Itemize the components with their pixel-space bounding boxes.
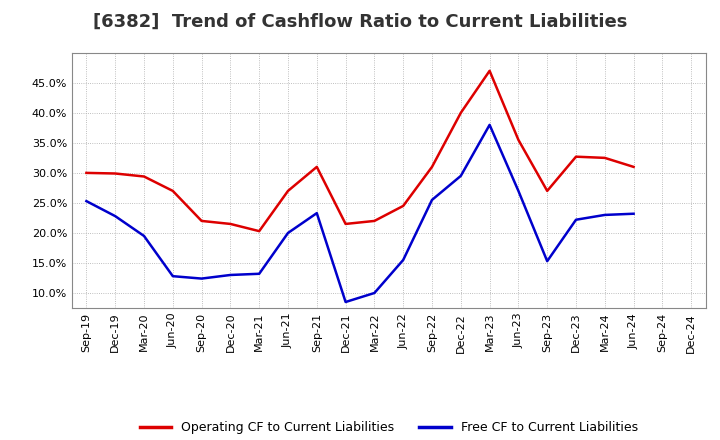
Free CF to Current Liabilities [341, 299, 350, 304]
Free CF to Current Liabilities [140, 233, 148, 238]
Free CF to Current Liabilities [111, 213, 120, 219]
Free CF to Current Liabilities [572, 217, 580, 222]
Operating CF to Current Liabilities [284, 188, 292, 194]
Free CF to Current Liabilities [312, 210, 321, 216]
Free CF to Current Liabilities [456, 173, 465, 179]
Free CF to Current Liabilities [629, 211, 638, 216]
Free CF to Current Liabilities [600, 212, 609, 217]
Free CF to Current Liabilities [284, 230, 292, 235]
Free CF to Current Liabilities [370, 290, 379, 296]
Operating CF to Current Liabilities [399, 203, 408, 209]
Free CF to Current Liabilities [168, 274, 177, 279]
Operating CF to Current Liabilities [370, 218, 379, 224]
Operating CF to Current Liabilities [140, 174, 148, 179]
Free CF to Current Liabilities [399, 257, 408, 263]
Operating CF to Current Liabilities [168, 188, 177, 194]
Operating CF to Current Liabilities [572, 154, 580, 159]
Operating CF to Current Liabilities [255, 228, 264, 234]
Operating CF to Current Liabilities [600, 155, 609, 161]
Operating CF to Current Liabilities [341, 221, 350, 227]
Operating CF to Current Liabilities [485, 68, 494, 73]
Free CF to Current Liabilities [255, 271, 264, 276]
Free CF to Current Liabilities [226, 272, 235, 278]
Free CF to Current Liabilities [485, 122, 494, 128]
Operating CF to Current Liabilities [428, 164, 436, 169]
Operating CF to Current Liabilities [543, 188, 552, 194]
Operating CF to Current Liabilities [629, 164, 638, 169]
Operating CF to Current Liabilities [82, 170, 91, 176]
Operating CF to Current Liabilities [197, 218, 206, 224]
Free CF to Current Liabilities [543, 259, 552, 264]
Line: Free CF to Current Liabilities: Free CF to Current Liabilities [86, 125, 634, 302]
Line: Operating CF to Current Liabilities: Operating CF to Current Liabilities [86, 71, 634, 231]
Free CF to Current Liabilities [82, 198, 91, 204]
Operating CF to Current Liabilities [312, 164, 321, 169]
Operating CF to Current Liabilities [456, 110, 465, 115]
Operating CF to Current Liabilities [514, 137, 523, 143]
Operating CF to Current Liabilities [111, 171, 120, 176]
Operating CF to Current Liabilities [226, 221, 235, 227]
Legend: Operating CF to Current Liabilities, Free CF to Current Liabilities: Operating CF to Current Liabilities, Fre… [140, 422, 638, 434]
Free CF to Current Liabilities [514, 188, 523, 194]
Text: [6382]  Trend of Cashflow Ratio to Current Liabilities: [6382] Trend of Cashflow Ratio to Curren… [93, 13, 627, 31]
Free CF to Current Liabilities [197, 276, 206, 281]
Free CF to Current Liabilities [428, 197, 436, 202]
